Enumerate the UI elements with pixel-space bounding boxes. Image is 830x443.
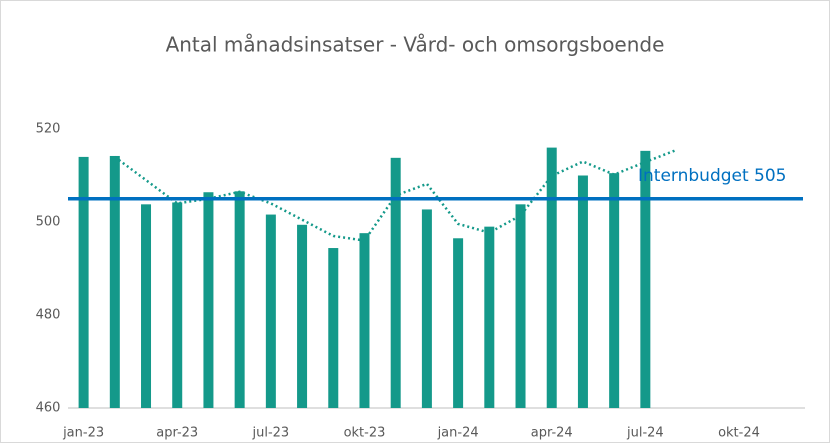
chart-title: Antal månadsinsatser - Vård- och omsorgs… [166, 33, 665, 57]
bar [203, 192, 214, 408]
bar [297, 224, 308, 408]
x-tick-label: jan-24 [437, 426, 479, 441]
bar [172, 202, 183, 408]
bar [609, 173, 620, 408]
x-tick-label: apr-23 [156, 426, 198, 441]
bar [577, 175, 588, 408]
x-tick-label: okt-23 [344, 426, 386, 441]
x-tick-label: jul-23 [252, 426, 290, 441]
bar [546, 147, 557, 408]
trendline [114, 148, 678, 242]
budget-label: Internbudget 505 [638, 166, 787, 186]
bar [453, 238, 464, 408]
y-tick-label: 500 [36, 215, 61, 230]
bar [78, 156, 89, 408]
bar [328, 248, 339, 408]
y-tick-label: 480 [36, 308, 61, 323]
bar [515, 204, 526, 408]
y-tick-label: 460 [36, 401, 61, 416]
bar [390, 157, 401, 408]
bar [141, 204, 152, 408]
y-tick-label: 520 [36, 122, 61, 137]
bar [640, 150, 651, 409]
x-tick-label: apr-24 [531, 426, 573, 441]
x-tick-label: jan-23 [62, 426, 104, 441]
bar [421, 209, 432, 408]
bar [265, 214, 276, 408]
bar [359, 233, 370, 408]
x-tick-label: okt-24 [718, 426, 760, 441]
bar [484, 226, 495, 408]
x-tick-label: jul-24 [626, 426, 664, 441]
bar [234, 191, 245, 408]
bar [109, 155, 120, 408]
